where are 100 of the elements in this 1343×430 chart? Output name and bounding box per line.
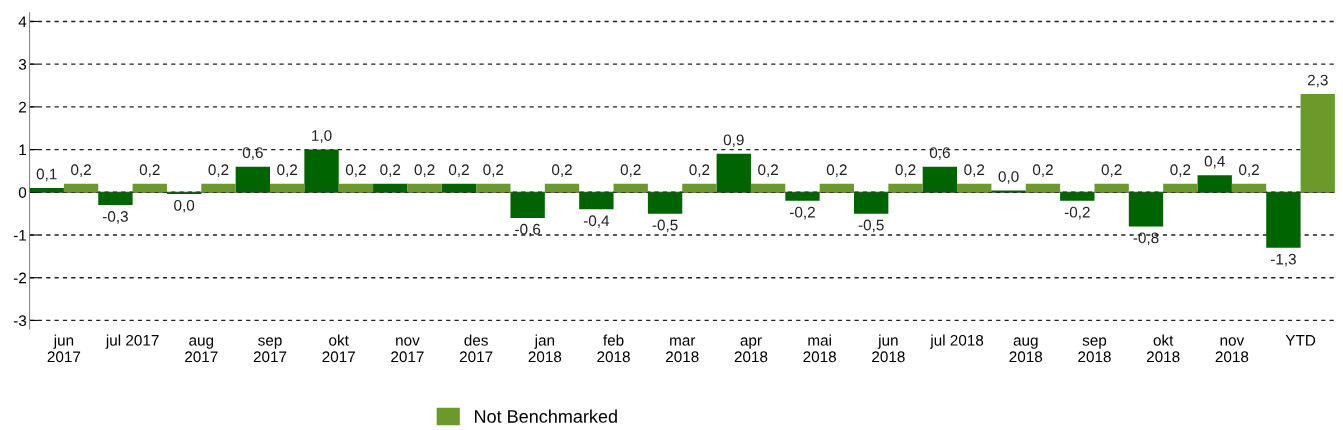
x-tick-label: aug 2017 bbox=[185, 337, 218, 363]
x-tick-label: okt 2018 bbox=[1146, 334, 1180, 363]
data-label: 0,2 bbox=[1101, 164, 1122, 177]
data-label: 0,4 bbox=[1204, 155, 1225, 169]
bar bbox=[201, 183, 236, 193]
bar bbox=[819, 183, 855, 193]
data-label: -1,3 bbox=[1270, 253, 1296, 267]
x-tick-label: jul 2017 bbox=[105, 334, 159, 349]
data-label: 0,2 bbox=[71, 164, 91, 177]
x-tick-label: des 2017 bbox=[459, 334, 493, 363]
data-label: 0,0 bbox=[998, 171, 1019, 184]
bar bbox=[613, 183, 648, 193]
data-label: -0,2 bbox=[789, 206, 815, 220]
x-tick-label: jun 2018 bbox=[872, 334, 905, 363]
y-tick-label: 2 bbox=[19, 101, 26, 113]
bar bbox=[476, 183, 511, 193]
x-tick-label: jun 2017 bbox=[47, 334, 81, 363]
bar bbox=[373, 183, 408, 193]
x-tick-label: jul 2018 bbox=[929, 334, 984, 349]
data-label: 2,3 bbox=[1307, 74, 1328, 88]
bar bbox=[407, 183, 442, 193]
data-label: 0,2 bbox=[1170, 164, 1191, 177]
data-label: 0,2 bbox=[208, 164, 229, 177]
data-label: 1,0 bbox=[312, 130, 332, 143]
bar bbox=[682, 183, 717, 193]
bar bbox=[441, 183, 477, 193]
x-tick-label: mai 2018 bbox=[803, 334, 836, 363]
data-label: -0,5 bbox=[858, 219, 884, 233]
data-label: 0,1 bbox=[36, 168, 57, 182]
bar bbox=[63, 183, 99, 193]
x-tick-label: YTD bbox=[1285, 335, 1316, 346]
bar bbox=[888, 183, 923, 193]
data-label: 0,2 bbox=[345, 164, 366, 177]
bar bbox=[270, 183, 305, 193]
data-label: 0,2 bbox=[1239, 164, 1259, 177]
bar bbox=[235, 166, 271, 193]
data-label: 0,2 bbox=[895, 164, 916, 177]
y-tick-label: -3 bbox=[13, 315, 27, 327]
data-label: -0,4 bbox=[583, 215, 610, 228]
bar bbox=[29, 188, 64, 193]
data-label: 0,2 bbox=[620, 164, 641, 177]
bar bbox=[750, 183, 786, 193]
bar bbox=[1163, 183, 1198, 193]
bar bbox=[785, 192, 820, 201]
bar bbox=[132, 183, 167, 193]
y-tick-label: -1 bbox=[13, 230, 27, 241]
data-label: 0,9 bbox=[723, 134, 744, 148]
bar bbox=[1197, 175, 1232, 193]
data-label: -0,8 bbox=[1133, 232, 1159, 246]
bar bbox=[1094, 183, 1129, 193]
y-tick-label: -2 bbox=[13, 272, 26, 284]
bar bbox=[1060, 192, 1095, 201]
bar bbox=[854, 192, 889, 214]
data-label: 0,2 bbox=[414, 164, 435, 177]
data-label: 0,2 bbox=[689, 164, 710, 177]
bar bbox=[957, 183, 992, 193]
y-tick-label: 3 bbox=[18, 59, 27, 70]
data-label: -0,5 bbox=[652, 219, 678, 233]
x-tick-label: apr 2018 bbox=[734, 337, 768, 363]
bar bbox=[647, 192, 683, 214]
data-label: 0,2 bbox=[380, 164, 401, 177]
bar bbox=[1266, 192, 1301, 248]
y-tick-label: 4 bbox=[18, 16, 27, 27]
data-label: 0,6 bbox=[929, 147, 950, 160]
bar bbox=[510, 192, 545, 218]
bar bbox=[1025, 183, 1061, 193]
data-label: 0,2 bbox=[826, 164, 847, 177]
bar bbox=[304, 149, 339, 193]
bar bbox=[338, 183, 374, 193]
data-label: 0,2 bbox=[483, 164, 504, 177]
x-tick-label: okt 2017 bbox=[322, 334, 355, 363]
y-tick-label: 1 bbox=[19, 144, 27, 156]
data-label: 0,2 bbox=[964, 164, 985, 177]
bar bbox=[716, 153, 751, 193]
x-tick-label: aug 2018 bbox=[1009, 337, 1043, 363]
data-label: -0,6 bbox=[515, 223, 541, 237]
data-label: 0,2 bbox=[448, 164, 469, 177]
bar bbox=[579, 192, 614, 210]
data-label: 0,2 bbox=[1032, 164, 1053, 177]
data-label: 0,2 bbox=[758, 164, 778, 177]
bar bbox=[544, 183, 580, 193]
bar bbox=[1300, 94, 1335, 193]
data-label: 0,0 bbox=[174, 199, 195, 213]
data-label: 0,2 bbox=[139, 164, 160, 177]
x-tick-label: nov 2017 bbox=[391, 337, 424, 363]
bar bbox=[1231, 183, 1267, 193]
x-tick-label: feb 2018 bbox=[597, 334, 630, 363]
bar bbox=[1128, 192, 1164, 227]
data-label: -0,2 bbox=[1064, 206, 1090, 220]
x-tick-label: sep 2017 bbox=[253, 337, 287, 363]
legend-label: Not Benchmarked bbox=[475, 409, 617, 423]
x-tick-label: jan 2018 bbox=[528, 334, 562, 363]
bar bbox=[922, 166, 958, 193]
x-tick-label: nov 2018 bbox=[1215, 337, 1249, 363]
data-label: 0,2 bbox=[277, 164, 298, 177]
x-tick-label: mar 2018 bbox=[666, 337, 699, 363]
bar bbox=[98, 192, 133, 206]
y-tick-label: 0 bbox=[18, 187, 27, 198]
data-label: 0,2 bbox=[551, 164, 572, 177]
x-tick-label: sep 2018 bbox=[1078, 337, 1111, 363]
